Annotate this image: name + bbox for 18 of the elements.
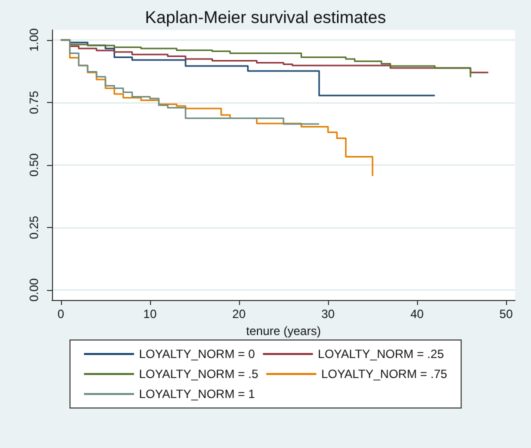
- x-tick-label: 0: [58, 307, 65, 321]
- chart-title: Kaplan-Meier survival estimates: [145, 8, 386, 27]
- y-tick-label: 0.00: [27, 278, 41, 302]
- legend-label: LOYALTY_NORM = .75: [321, 367, 448, 381]
- x-tick-label: 20: [232, 307, 246, 321]
- x-tick-label: 10: [143, 307, 157, 321]
- legend-label: LOYALTY_NORM = .25: [318, 347, 444, 361]
- y-tick-label: 0.50: [27, 153, 41, 177]
- y-tick-label: 0.75: [27, 90, 41, 114]
- x-axis-title: tenure (years): [246, 324, 321, 338]
- x-tick-label: 40: [410, 307, 424, 321]
- legend-label: LOYALTY_NORM = .5: [139, 367, 259, 381]
- y-tick-label: 1.00: [27, 28, 41, 52]
- x-tick-label: 50: [499, 307, 514, 321]
- legend-label: LOYALTY_NORM = 1: [139, 387, 256, 401]
- x-tick-label: 30: [321, 307, 336, 321]
- y-tick-label: 0.25: [27, 216, 41, 240]
- legend-label: LOYALTY_NORM = 0: [139, 347, 256, 361]
